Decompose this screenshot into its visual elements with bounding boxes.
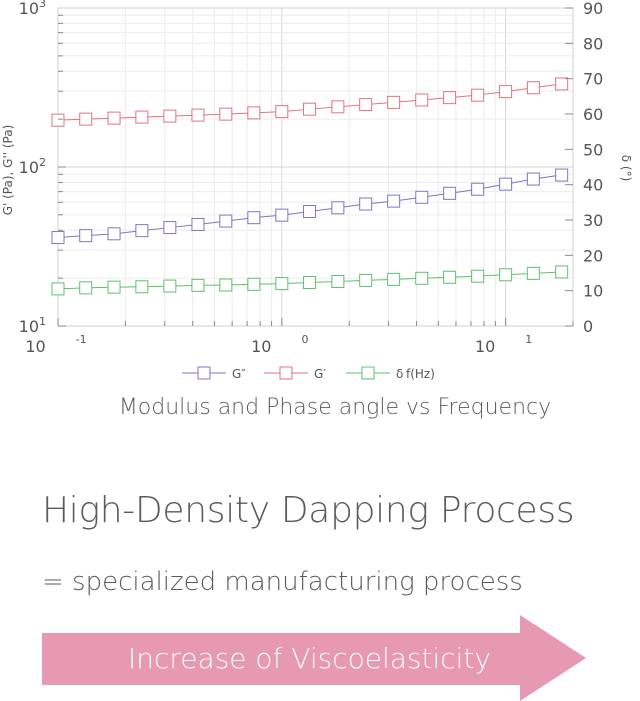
data-point [135, 224, 149, 238]
data-point [415, 190, 429, 204]
y-left-tick-label: 102 [19, 156, 46, 177]
data-point [555, 77, 569, 91]
y-right-axis-title: δ (°) [619, 155, 633, 182]
data-point [163, 109, 177, 123]
data-point [163, 279, 177, 293]
series-markers [51, 77, 569, 296]
arrow-label: Increase of Viscoelasticity [128, 642, 491, 675]
data-point [359, 273, 373, 287]
x-tick-label: 10 0 [251, 333, 308, 356]
data-point [275, 105, 289, 119]
data-point [499, 85, 513, 99]
data-point [443, 270, 457, 284]
data-point [471, 182, 485, 196]
y-left-tick-label: 101 [19, 315, 46, 336]
data-point [471, 88, 485, 102]
data-point [51, 282, 65, 296]
legend-marker [361, 366, 375, 380]
data-point [387, 194, 401, 208]
data-point [359, 197, 373, 211]
data-point [79, 229, 93, 243]
y-right-tick-label: 60 [583, 105, 603, 124]
data-point [499, 177, 513, 191]
data-point [331, 100, 345, 114]
data-point [247, 211, 261, 225]
data-point [219, 278, 233, 292]
y-right-tick-label: 30 [583, 211, 603, 230]
y-right-tick-label: 50 [583, 140, 603, 159]
data-point [51, 231, 65, 245]
data-point [191, 108, 205, 122]
data-point [135, 280, 149, 294]
legend-marker [279, 366, 293, 380]
data-point [51, 113, 65, 127]
y-right-tick-label: 10 [583, 282, 603, 301]
data-point [79, 281, 93, 295]
data-point [135, 110, 149, 124]
data-point [471, 269, 485, 283]
data-point [219, 214, 233, 228]
data-point [275, 277, 289, 291]
legend-label: G′ [314, 367, 326, 381]
data-point [219, 107, 233, 121]
data-point [79, 112, 93, 126]
y-right-tick-label: 20 [583, 246, 603, 265]
y-right-tick-label: 70 [583, 70, 603, 89]
page-subline: = specialized manufacturing process [42, 567, 523, 597]
data-point [303, 276, 317, 290]
data-point [359, 98, 373, 112]
data-point [303, 204, 317, 218]
legend-label: G″ [232, 367, 246, 381]
data-point [247, 106, 261, 120]
x-tick-label: 10 -1 [25, 333, 86, 356]
rheology-chart: 0 10 20 30 40 50 60 70 80 90 101 102 103 10 -1 10 0 10 1 G… [1, 0, 633, 381]
data-point [331, 274, 345, 288]
data-point [555, 168, 569, 182]
data-point [443, 186, 457, 200]
data-point [247, 277, 261, 291]
data-point [443, 91, 457, 105]
data-point [107, 111, 121, 125]
data-point [415, 93, 429, 107]
data-point [387, 95, 401, 109]
y-left-tick-label: 103 [19, 0, 46, 18]
y-right-tick-label: 40 [583, 176, 603, 195]
y-right-tick-label: 90 [583, 0, 603, 18]
data-point [526, 266, 540, 280]
arrow-head-icon [520, 615, 586, 701]
data-point [107, 280, 121, 294]
axis-tick-labels: 0 10 20 30 40 50 60 70 80 90 101 102 103 10 -1 10 0 10 1 [19, 0, 604, 356]
legend-label: δ [396, 367, 403, 381]
data-point [191, 217, 205, 231]
data-point [526, 81, 540, 95]
data-point [275, 208, 289, 222]
data-point [303, 102, 317, 116]
page-headline: High-Density Dapping Process [42, 490, 575, 531]
viscoelasticity-arrow: Increase of Viscoelasticity [42, 615, 587, 701]
y-right-tick-label: 0 [583, 317, 593, 336]
chart-caption: Modulus and Phase angle vs Frequency [118, 395, 552, 420]
data-point [387, 272, 401, 286]
data-point [555, 265, 569, 279]
data-point [163, 221, 177, 235]
legend-x-label: f(Hz) [406, 367, 435, 381]
arrow-body [42, 633, 522, 685]
data-point [191, 278, 205, 292]
chart-legend: G″ G′ δ f(Hz) [182, 366, 435, 381]
axis-ticks [57, 7, 574, 327]
data-point [526, 172, 540, 186]
x-tick-label: 10 1 [475, 333, 532, 356]
legend-marker [197, 366, 211, 380]
data-point [415, 271, 429, 285]
y-right-tick-label: 80 [583, 34, 603, 53]
data-point [331, 201, 345, 215]
data-point [499, 268, 513, 282]
data-point [107, 227, 121, 241]
y-left-axis-title: G' (Pa), G'' (Pa) [1, 125, 15, 216]
